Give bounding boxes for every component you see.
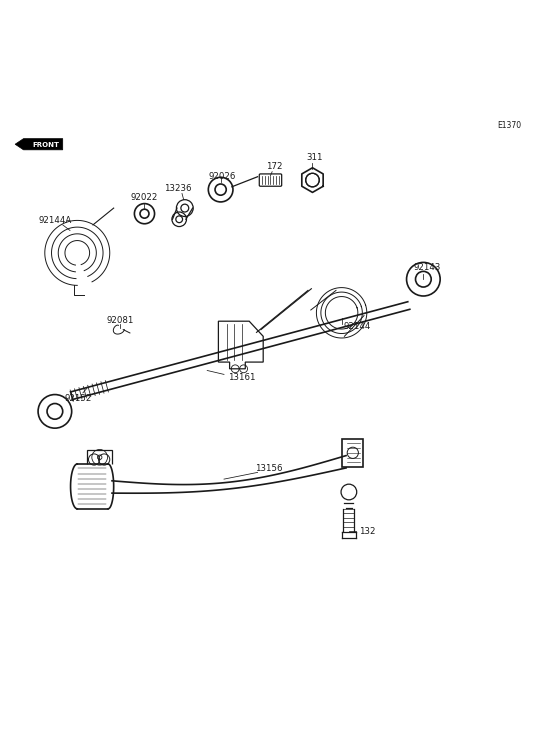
Text: 13161: 13161 — [228, 373, 256, 381]
Text: 132: 132 — [358, 527, 375, 536]
Text: 172: 172 — [266, 162, 283, 171]
Text: 92081: 92081 — [107, 315, 134, 324]
Text: 13156: 13156 — [255, 464, 283, 473]
Text: 92022: 92022 — [131, 193, 158, 203]
Text: FRONT: FRONT — [32, 142, 59, 148]
Text: 13236: 13236 — [164, 184, 192, 193]
Polygon shape — [15, 138, 63, 150]
Text: 92026: 92026 — [208, 172, 235, 182]
Text: 92152: 92152 — [65, 394, 92, 403]
Text: E1370: E1370 — [497, 121, 521, 130]
Text: 92144A: 92144A — [38, 216, 72, 225]
Text: 92144: 92144 — [343, 322, 370, 332]
Text: 311: 311 — [306, 153, 323, 163]
Text: 92143: 92143 — [413, 264, 440, 272]
